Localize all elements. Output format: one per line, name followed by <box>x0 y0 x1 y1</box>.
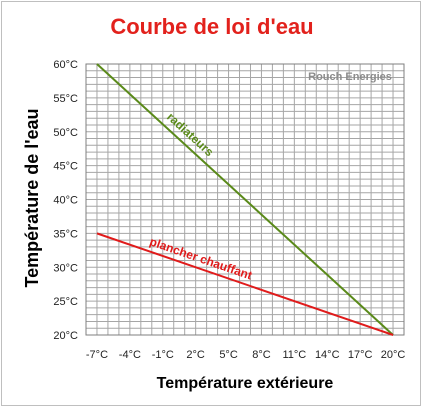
x-tick-label: 2°C <box>186 349 205 361</box>
series-label: plancher chauffant <box>148 234 254 282</box>
y-tick-label: 30°C <box>53 262 78 274</box>
plot-area-border <box>85 63 405 336</box>
x-tick-label: -1°C <box>152 349 174 361</box>
chart-title: Courbe de loi d'eau <box>110 14 313 39</box>
y-tick-label: 35°C <box>53 228 78 240</box>
x-tick-label: 14°C <box>315 349 340 361</box>
plot-border <box>85 63 405 336</box>
y-tick-label: 40°C <box>53 195 78 207</box>
y-tick-label: 60°C <box>53 59 78 71</box>
y-tick-labels: 20°C 25°C 30°C 35°C 40°C 45°C 50°C 55°C 60°C <box>53 59 78 342</box>
x-tick-label: 5°C <box>219 349 238 361</box>
series-lines <box>96 63 394 336</box>
y-tick-label: 55°C <box>53 93 78 105</box>
x-axis-title: Température extérieure <box>157 375 334 392</box>
y-axis-title: Température de l'eau <box>22 108 42 287</box>
grid <box>86 64 404 335</box>
x-tick-label: 8°C <box>252 349 271 361</box>
y-tick-label: 45°C <box>53 161 78 173</box>
x-tick-labels: -7°C -4°C -1°C 2°C 5°C 8°C 11°C 14°C 17°C 20°C <box>86 349 405 361</box>
x-tick-label: -7°C <box>86 349 108 361</box>
x-tick-label: 20°C <box>381 349 406 361</box>
series-line-radiateurs <box>96 63 394 336</box>
x-tick-label: 11°C <box>282 349 306 361</box>
y-tick-label: 20°C <box>53 330 78 342</box>
x-tick-label: -4°C <box>119 349 141 361</box>
watermark: Rouch Energies <box>308 71 392 83</box>
y-tick-label: 50°C <box>53 127 78 139</box>
x-tick-label: 17°C <box>348 349 373 361</box>
y-tick-label: 25°C <box>53 296 78 308</box>
series-line-plancher-chauffant <box>96 232 394 336</box>
